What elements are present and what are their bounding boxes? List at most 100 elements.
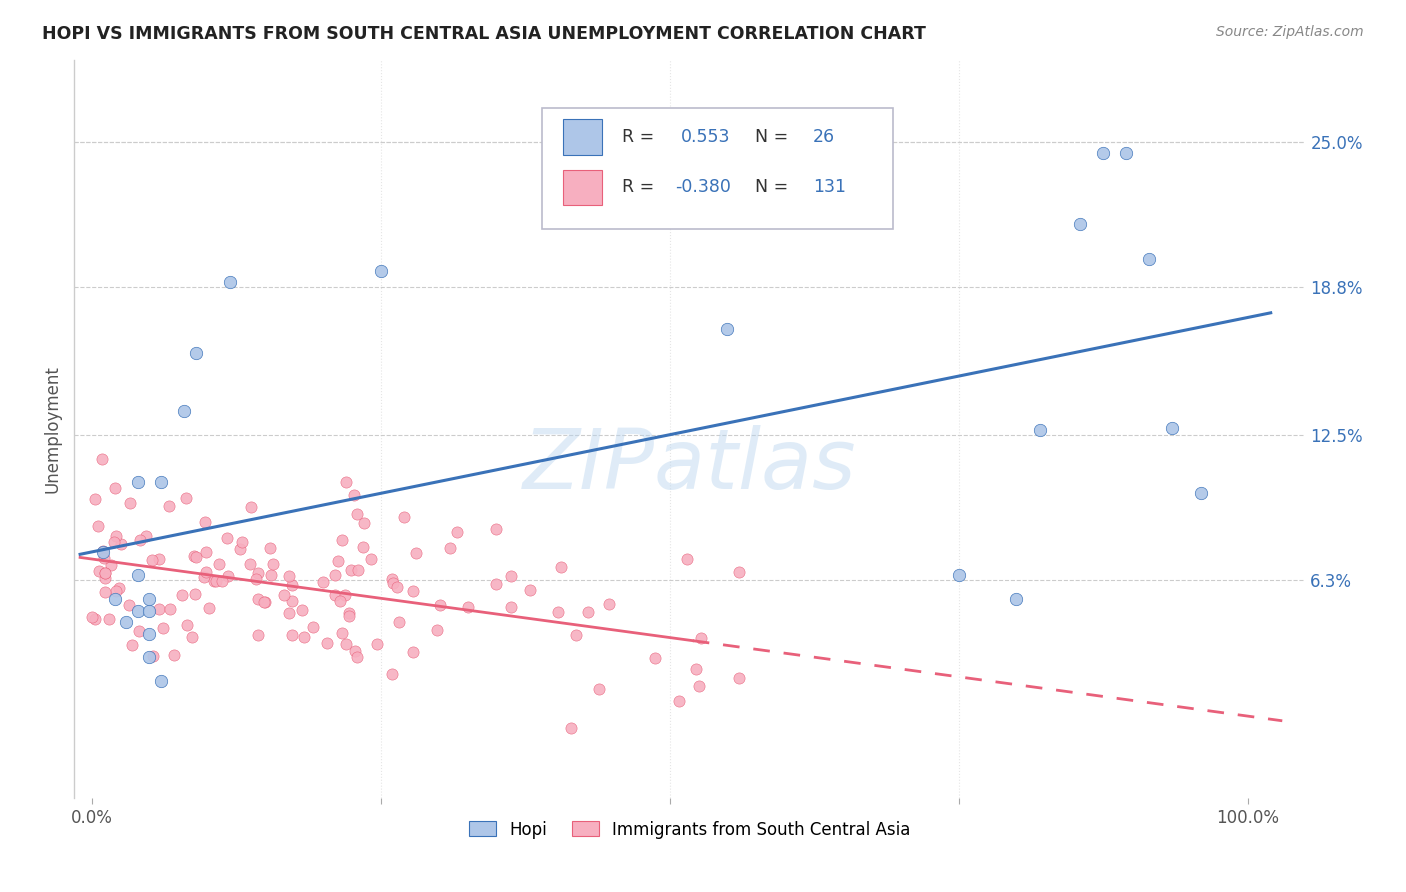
Point <box>346 507 368 521</box>
Point <box>457 599 479 614</box>
Point <box>246 566 269 581</box>
Point <box>104 591 127 606</box>
Point <box>402 583 425 598</box>
Point <box>127 475 149 489</box>
Point <box>333 588 356 602</box>
Point <box>108 582 131 596</box>
Point <box>347 563 370 577</box>
Point <box>1115 146 1137 161</box>
Point <box>138 650 160 665</box>
Point <box>239 557 262 571</box>
Point <box>576 605 599 619</box>
Point <box>180 631 202 645</box>
Point <box>219 276 242 290</box>
Point <box>281 593 304 607</box>
Point <box>93 551 115 566</box>
Point <box>259 541 281 556</box>
Point <box>184 345 207 359</box>
Point <box>240 500 263 514</box>
Point <box>80 610 103 624</box>
Bar <box>562 169 602 205</box>
Point <box>688 680 710 694</box>
Point <box>353 516 375 530</box>
Point <box>90 452 112 467</box>
Text: -0.380: -0.380 <box>675 178 731 196</box>
Point <box>325 588 347 602</box>
Point <box>100 558 122 573</box>
Point <box>519 582 541 597</box>
Point <box>231 535 253 549</box>
Point <box>98 612 121 626</box>
Point <box>690 632 713 646</box>
Point <box>326 554 349 568</box>
Point <box>344 643 367 657</box>
Text: 131: 131 <box>813 178 846 196</box>
Point <box>183 549 205 563</box>
Point <box>330 625 353 640</box>
Point <box>352 540 374 554</box>
Y-axis label: Unemployment: Unemployment <box>44 365 60 492</box>
Point <box>127 568 149 582</box>
Point <box>644 650 666 665</box>
Point <box>138 627 160 641</box>
Point <box>138 604 160 618</box>
Point <box>485 522 508 536</box>
Point <box>728 671 751 685</box>
Point <box>685 662 707 676</box>
Point <box>91 545 114 559</box>
Point <box>163 648 186 662</box>
Point <box>128 624 150 638</box>
Point <box>668 694 690 708</box>
Point <box>159 602 181 616</box>
Bar <box>562 120 602 155</box>
Point <box>335 637 357 651</box>
Point <box>1005 591 1028 606</box>
Point <box>198 601 221 615</box>
Point <box>550 560 572 574</box>
Point <box>174 491 197 506</box>
Point <box>948 568 970 582</box>
Point <box>135 529 157 543</box>
Point <box>278 606 301 620</box>
Point <box>105 583 128 598</box>
Point <box>247 591 270 606</box>
Point <box>346 650 368 665</box>
Point <box>157 500 180 514</box>
Point <box>91 543 114 558</box>
Point <box>1069 217 1091 231</box>
Point <box>485 577 508 591</box>
Point <box>499 569 522 583</box>
Point <box>388 615 411 629</box>
Point <box>217 531 239 545</box>
Point <box>202 574 225 588</box>
Point <box>94 566 117 581</box>
Point <box>120 496 142 510</box>
Point <box>121 638 143 652</box>
Point <box>292 631 315 645</box>
Point <box>1189 486 1212 500</box>
Point <box>588 681 610 696</box>
Text: R =: R = <box>621 178 654 196</box>
Text: 26: 26 <box>813 128 835 146</box>
Text: ZIPatlas: ZIPatlas <box>523 425 856 507</box>
Point <box>1092 146 1115 161</box>
Point <box>330 533 353 547</box>
Point <box>1137 252 1160 266</box>
Point <box>547 605 569 619</box>
Legend: Hopi, Immigrants from South Central Asia: Hopi, Immigrants from South Central Asia <box>463 814 917 846</box>
Point <box>245 572 267 586</box>
Point <box>281 578 304 592</box>
Point <box>142 649 165 664</box>
Point <box>1028 423 1050 437</box>
Point <box>84 612 107 626</box>
Point <box>148 551 170 566</box>
Point <box>381 572 404 586</box>
Point <box>87 519 110 533</box>
Point <box>254 595 277 609</box>
Point <box>150 475 173 489</box>
Point <box>273 588 295 602</box>
Point <box>335 475 357 489</box>
Point <box>439 541 461 556</box>
Point <box>392 509 415 524</box>
Point <box>405 546 427 560</box>
